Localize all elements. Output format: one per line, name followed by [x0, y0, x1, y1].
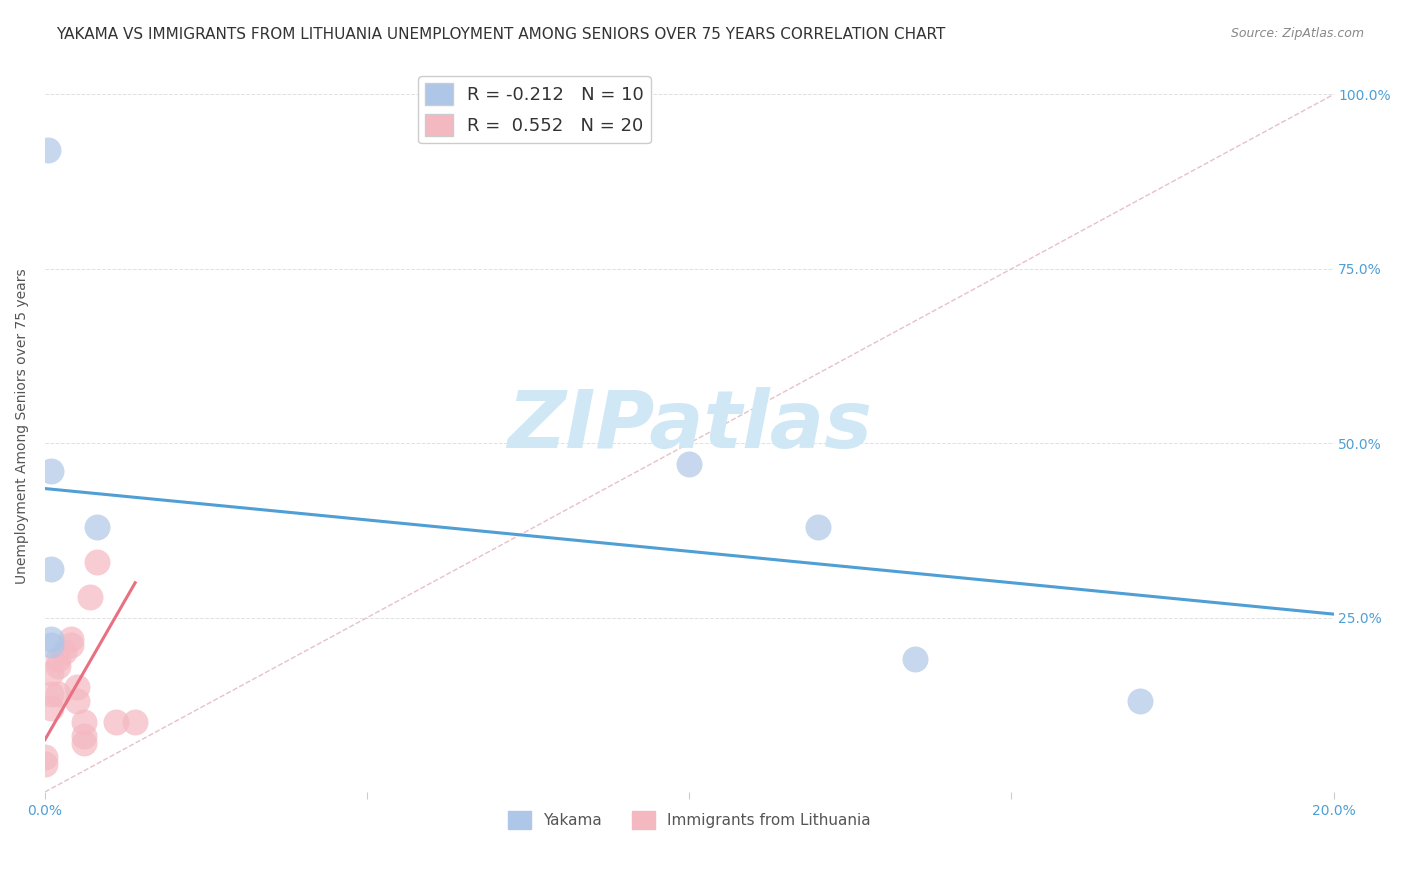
Legend: Yakama, Immigrants from Lithuania: Yakama, Immigrants from Lithuania: [502, 805, 877, 836]
Point: [807, 520, 830, 534]
Point: [41, 701, 63, 715]
Point: [53, 645, 76, 659]
Point: [34, 757, 56, 772]
Point: [46, 687, 69, 701]
Text: YAKAMA VS IMMIGRANTS FROM LITHUANIA UNEMPLOYMENT AMONG SENIORS OVER 75 YEARS COR: YAKAMA VS IMMIGRANTS FROM LITHUANIA UNEM…: [56, 27, 946, 42]
Point: [86, 520, 108, 534]
Point: [41, 687, 63, 701]
Text: ZIPatlas: ZIPatlas: [506, 387, 872, 465]
Point: [72, 715, 94, 730]
Point: [34, 750, 56, 764]
Point: [1129, 694, 1152, 708]
Point: [41, 464, 63, 478]
Point: [678, 457, 700, 471]
Point: [59, 639, 82, 653]
Point: [46, 652, 69, 666]
Point: [104, 715, 127, 730]
Point: [904, 652, 927, 666]
Point: [41, 632, 63, 646]
Point: [41, 562, 63, 576]
Point: [41, 666, 63, 681]
Point: [72, 729, 94, 743]
Point: [37, 143, 59, 157]
Point: [79, 590, 101, 604]
Point: [66, 694, 89, 708]
Point: [72, 736, 94, 750]
Point: [41, 639, 63, 653]
Point: [86, 555, 108, 569]
Point: [59, 632, 82, 646]
Text: Source: ZipAtlas.com: Source: ZipAtlas.com: [1230, 27, 1364, 40]
Point: [46, 659, 69, 673]
Y-axis label: Unemployment Among Seniors over 75 years: Unemployment Among Seniors over 75 years: [15, 268, 30, 583]
Point: [124, 715, 146, 730]
Point: [66, 681, 89, 695]
